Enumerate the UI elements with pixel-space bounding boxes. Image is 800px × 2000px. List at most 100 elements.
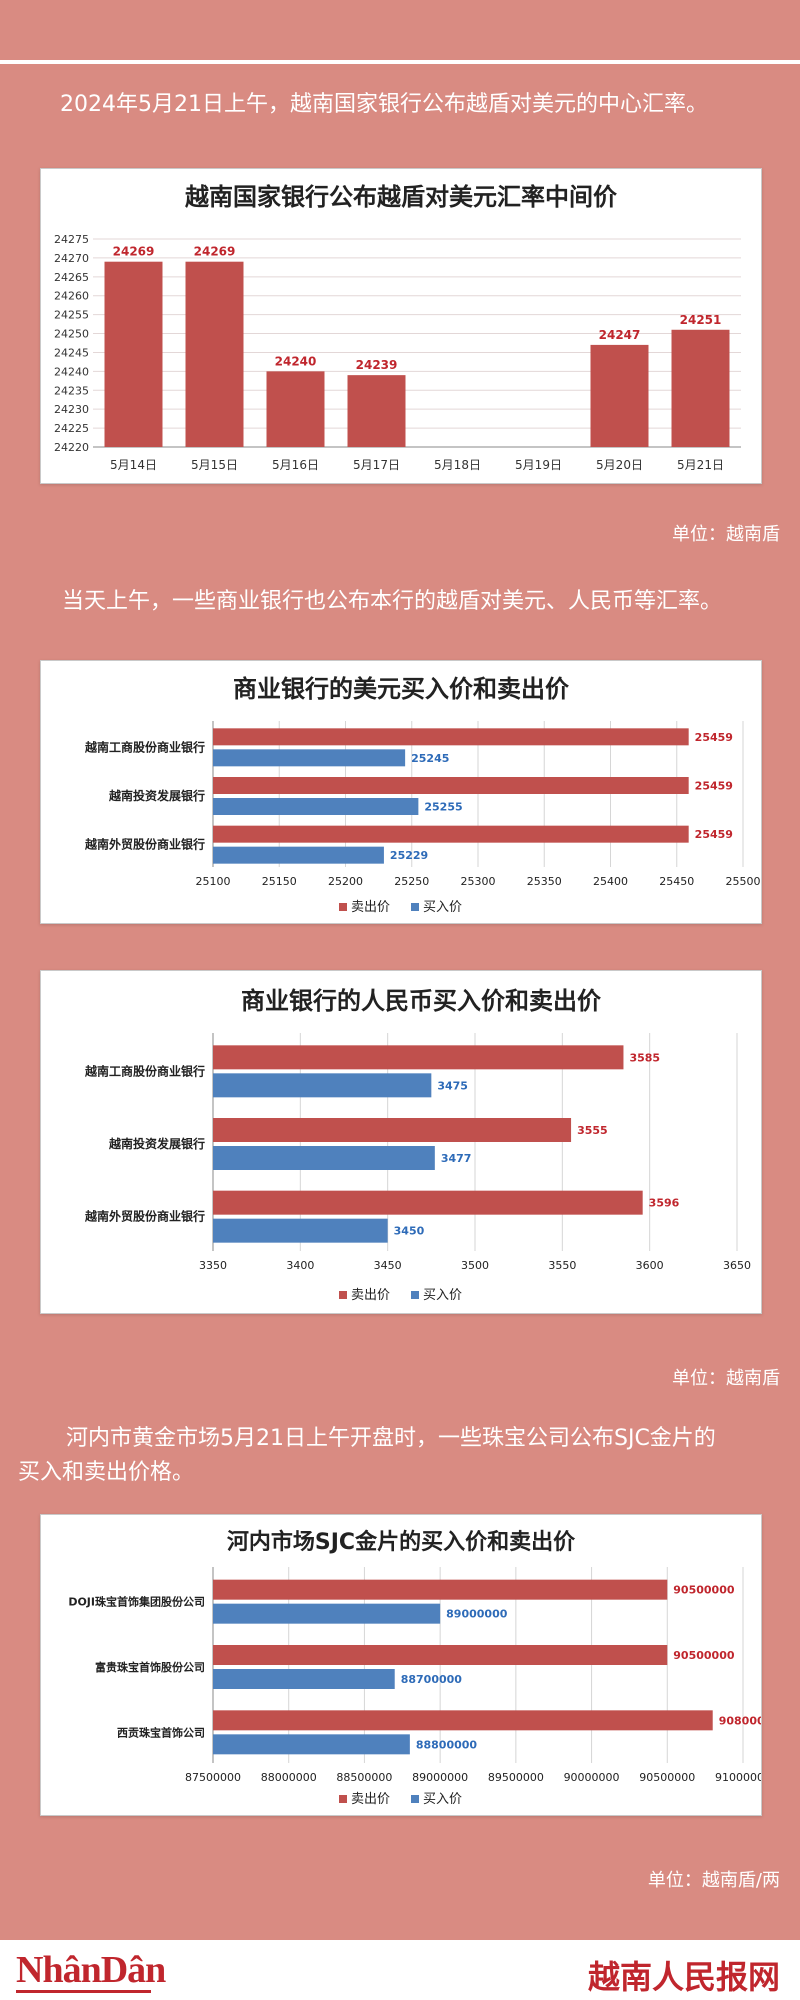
sell-data-label: 3596 xyxy=(649,1197,680,1210)
buy-data-label: 25245 xyxy=(411,752,449,765)
chart-title: 商业银行的美元买入价和卖出价 xyxy=(233,675,570,703)
x-tick-label: 87500000 xyxy=(185,1771,241,1784)
legend-swatch-sell xyxy=(339,903,347,911)
x-tick-label: 25300 xyxy=(461,875,496,888)
sell-bar xyxy=(213,777,689,794)
sell-data-label: 25459 xyxy=(695,731,733,744)
chart-title: 商业银行的人民币买入价和卖出价 xyxy=(241,987,602,1015)
y-category-label: 越南外贸股份商业银行 xyxy=(84,837,205,852)
x-tick-label: 5月16日 xyxy=(272,458,319,472)
buy-bar xyxy=(213,1073,432,1098)
chart-card-central-rate: 越南国家银行公布越盾对美元汇率中间价 24220 24225 24230 24235 24… xyxy=(40,168,762,484)
legend-swatch-buy xyxy=(411,1795,419,1803)
intro-text-1: 2024年5月21日上午，越南国家银行公布越盾对美元的中心汇率。 xyxy=(60,92,708,117)
buy-bar xyxy=(213,1734,410,1755)
x-tick-label: 5月14日 xyxy=(110,458,157,472)
x-tick-label: 5月17日 xyxy=(353,458,400,472)
legend-label-buy: 买入价 xyxy=(423,900,462,915)
x-tick-label: 3650 xyxy=(723,1259,751,1272)
buy-bar xyxy=(213,1603,441,1624)
x-tick-label: 90500000 xyxy=(639,1771,695,1784)
sell-data-label: 90500000 xyxy=(673,1649,735,1662)
unit-label-1: 单位：越南盾 xyxy=(672,524,780,545)
buy-bar xyxy=(213,1669,395,1689)
x-tick-label: 5月15日 xyxy=(191,458,238,472)
x-tick-label: 3550 xyxy=(548,1259,576,1272)
legend-label-sell: 卖出价 xyxy=(351,1792,390,1807)
top-divider xyxy=(0,60,800,64)
x-tick-label: 25100 xyxy=(196,875,231,888)
nhandan-logo[interactable]: NhânDân xyxy=(16,1949,166,1991)
x-tick-label: 25350 xyxy=(527,875,562,888)
site-logo[interactable]: 越南人民报网 xyxy=(587,1958,780,1996)
footer-bar: NhânDân 越南人民报网 xyxy=(0,1940,800,2000)
data-label: 24240 xyxy=(275,354,317,368)
legend-label-buy: 买入价 xyxy=(423,1288,462,1303)
intro-text-3b: 买入和卖出价格。 xyxy=(18,1460,195,1485)
x-tick-label: 90000000 xyxy=(564,1771,620,1784)
intro-text-3a: 河内市黄金市场5月21日上午开盘时，一些珠宝公司公布SJC金片的 xyxy=(66,1426,716,1451)
y-category-label: 越南投资发展银行 xyxy=(108,788,205,803)
usd-rate-chart: 商业银行的美元买入价和卖出价 25100 25150 25200 25250 25300 2… xyxy=(84,675,761,915)
sell-bar xyxy=(213,728,689,746)
gold-price-chart: 河内市场SJC金片的买入价和卖出价 87500000 88000000 8850000… xyxy=(68,1529,761,1807)
legend-swatch-sell xyxy=(339,1291,347,1299)
y-tick-label: 24230 xyxy=(54,403,89,416)
x-tick-label: 25450 xyxy=(659,875,694,888)
x-tick-label: 89000000 xyxy=(412,1771,468,1784)
x-tick-label: 3450 xyxy=(374,1259,402,1272)
x-tick-label: 3400 xyxy=(286,1259,314,1272)
y-category-label: 越南投资发展银行 xyxy=(108,1136,205,1151)
y-category-label: 越南外贸股份商业银行 xyxy=(84,1209,205,1224)
y-tick-label: 24235 xyxy=(54,384,89,397)
data-label: 24239 xyxy=(356,358,398,372)
x-tick-label: 25500 xyxy=(726,875,761,888)
y-category-label: 富贵珠宝首饰股份公司 xyxy=(95,1660,205,1674)
sell-bar xyxy=(213,1579,668,1600)
unit-label-2: 单位：越南盾 xyxy=(672,1368,780,1389)
y-category-label: 西贡珠宝首饰公司 xyxy=(117,1725,205,1739)
sell-data-label: 25459 xyxy=(695,828,733,841)
buy-bar xyxy=(213,798,419,815)
cny-rate-chart: 商业银行的人民币买入价和卖出价 3350 3400 3450 3500 3550 3600 3… xyxy=(84,987,751,1303)
y-category-label: DOJI珠宝首饰集团股份公司 xyxy=(68,1595,205,1609)
sell-data-label: 3555 xyxy=(577,1124,608,1137)
sell-bar xyxy=(213,1190,643,1215)
x-tick-label: 25250 xyxy=(394,875,429,888)
buy-bar xyxy=(213,749,406,767)
central-rate-chart: 越南国家银行公布越盾对美元汇率中间价 24220 24225 24230 24235 24… xyxy=(54,183,741,472)
x-tick-label: 25200 xyxy=(328,875,363,888)
chart-card-gold: 河内市场SJC金片的买入价和卖出价 87500000 88000000 8850000… xyxy=(40,1514,762,1816)
x-tick-label: 88000000 xyxy=(261,1771,317,1784)
chart-card-cny: 商业银行的人民币买入价和卖出价 3350 3400 3450 3500 3550 3600 3… xyxy=(40,970,762,1314)
buy-data-label: 88700000 xyxy=(401,1673,463,1686)
x-tick-label: 3500 xyxy=(461,1259,489,1272)
legend-swatch-buy xyxy=(411,903,419,911)
buy-data-label: 88800000 xyxy=(416,1738,478,1751)
sell-data-label: 90500000 xyxy=(673,1584,735,1597)
nhandan-logo-underline xyxy=(16,1990,151,1993)
sell-bar xyxy=(213,825,689,843)
legend-label-sell: 卖出价 xyxy=(351,900,390,915)
data-label: 24269 xyxy=(194,245,236,259)
bar xyxy=(590,344,649,447)
x-tick-label: 3350 xyxy=(199,1259,227,1272)
buy-data-label: 25229 xyxy=(390,849,428,862)
buy-data-label: 25255 xyxy=(424,801,462,814)
bar xyxy=(671,329,730,447)
data-label: 24269 xyxy=(113,245,155,259)
sell-bar xyxy=(213,1710,713,1731)
y-tick-label: 24270 xyxy=(54,252,89,265)
sell-data-label: 90800000 xyxy=(719,1714,761,1727)
chart-title: 河内市场SJC金片的买入价和卖出价 xyxy=(227,1529,576,1555)
buy-data-label: 89000000 xyxy=(446,1608,508,1621)
y-tick-label: 24255 xyxy=(54,309,89,322)
legend-swatch-buy xyxy=(411,1291,419,1299)
legend-swatch-sell xyxy=(339,1795,347,1803)
y-tick-label: 24240 xyxy=(54,365,89,378)
sell-data-label: 3585 xyxy=(629,1051,660,1064)
x-tick-label: 88500000 xyxy=(336,1771,392,1784)
x-tick-label: 5月19日 xyxy=(515,458,562,472)
buy-data-label: 3477 xyxy=(441,1152,472,1165)
x-tick-label: 91000000 xyxy=(715,1771,761,1784)
